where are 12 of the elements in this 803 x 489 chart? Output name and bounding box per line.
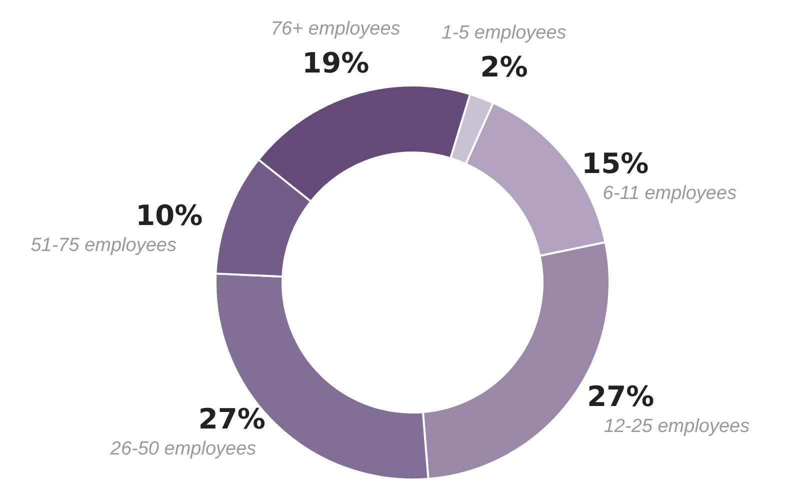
slice-label: 12-25 employees xyxy=(604,416,750,437)
data-label: 2% xyxy=(480,50,528,84)
slice-label: 6-11 employees xyxy=(602,182,738,204)
slice-label: 76+ employees xyxy=(270,18,401,40)
data-label: 19% xyxy=(302,46,370,80)
data-label: 27% xyxy=(587,380,654,413)
data-label: 27% xyxy=(198,402,266,436)
data-label: 15% xyxy=(582,146,649,180)
slice-label: 26-50 employees xyxy=(109,438,257,460)
slice-label: 1-5 employees xyxy=(442,22,567,44)
slice-label: 51-75 employees xyxy=(30,235,177,256)
data-label: 10% xyxy=(136,199,203,232)
